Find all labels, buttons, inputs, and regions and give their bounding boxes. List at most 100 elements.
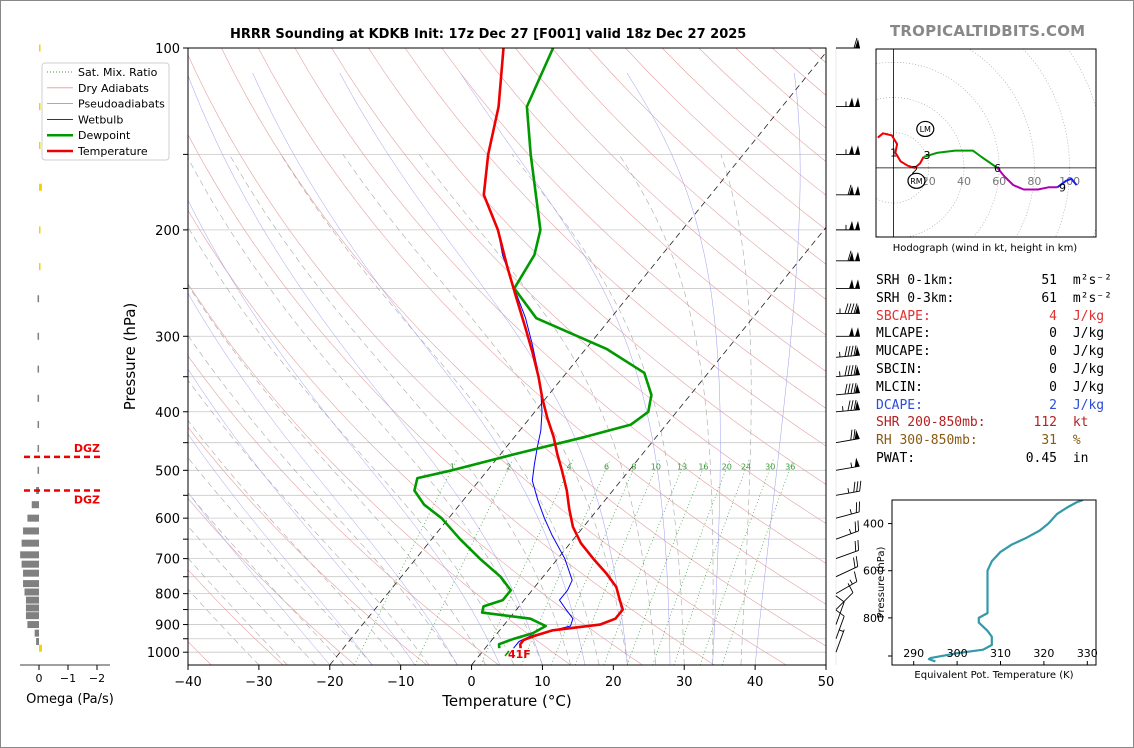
- wind-barb: [835, 616, 845, 639]
- surface-dewpoint-tick: [504, 650, 510, 657]
- brand-watermark: TROPICALTIDBITS.COM: [890, 22, 1086, 40]
- moist-guide: [252, 72, 586, 665]
- barb-flag: [855, 279, 860, 289]
- barb-flag: [855, 220, 860, 230]
- storm-motion-label: LM: [920, 125, 931, 134]
- barb-full: [847, 345, 851, 357]
- omega-bar: [21, 560, 39, 568]
- dry-adiabat: [294, 48, 826, 564]
- moist-guide: [626, 72, 721, 665]
- omega-bar: [27, 621, 39, 629]
- moist-guide: [188, 368, 416, 665]
- pseudoadiabat: [418, 154, 657, 665]
- stat-value: 0: [1049, 361, 1057, 377]
- hodo-ring-label: 80: [1027, 175, 1041, 188]
- stat-label: MLCAPE:: [876, 326, 931, 342]
- moist-guide: [754, 72, 801, 665]
- stat-unit: %: [1065, 433, 1081, 449]
- wind-barb: [835, 530, 859, 540]
- y-tick-label: 800: [155, 588, 180, 603]
- pseudoadiabat: [720, 154, 752, 665]
- barb-full: [853, 364, 857, 376]
- isotherm--20: [329, 51, 826, 665]
- moist-guide: [188, 199, 501, 665]
- omega-bar: [34, 629, 39, 637]
- barb-flag: [854, 365, 860, 376]
- hodo-ring-label: 60: [992, 175, 1006, 188]
- mixing-ratio-label: 24: [741, 462, 751, 471]
- y-tick-label: 600: [155, 512, 180, 527]
- y-tick-label: 200: [155, 224, 180, 239]
- dry-adiabat: [368, 48, 826, 485]
- omega-bar: [39, 183, 42, 191]
- hodo-segment: [923, 149, 998, 169]
- barb-full: [844, 303, 849, 314]
- dry-adiabat: [404, 48, 826, 447]
- barb-flag: [854, 429, 860, 440]
- x-tick-label: −30: [245, 675, 272, 690]
- barb-full: [853, 429, 856, 440]
- hodo-height-label: 1: [890, 147, 897, 160]
- stat-label: MLCIN:: [876, 379, 923, 395]
- mixing-ratio-label: 4: [567, 462, 572, 471]
- surface-temp-label: 41F: [508, 648, 531, 661]
- dry-adiabat: [188, 133, 715, 665]
- mixing-ratio-label: 6: [604, 462, 609, 471]
- pseudoadiabat: [511, 154, 685, 665]
- legend-label: Pseudoadiabats: [78, 98, 165, 111]
- barb-full: [850, 365, 854, 376]
- stat-row: SBCIN: 0 J/kg: [876, 361, 1112, 379]
- omega-bar: [24, 588, 39, 596]
- omega-bar: [21, 539, 39, 547]
- barb-full: [859, 480, 862, 492]
- omega-bar: [37, 332, 40, 340]
- hodo-ring-label: 20: [922, 175, 936, 188]
- stat-row: DCAPE: 2 J/kg: [876, 397, 1112, 415]
- stat-label: SRH 0-1km:: [876, 273, 955, 288]
- omega-bar: [25, 612, 39, 620]
- omega-bar: [37, 444, 40, 452]
- theta-e-x-label: Equivalent Pot. Temperature (K): [914, 670, 1073, 681]
- wind-barb: [835, 629, 845, 653]
- dry-adiabat: [188, 569, 284, 665]
- barb-full: [854, 540, 857, 552]
- theta-e-x-tick-label: 330: [1077, 647, 1098, 660]
- barb-full: [844, 365, 848, 377]
- wind-barb: [835, 581, 858, 595]
- moist-guide: [188, 292, 458, 665]
- dry-adiabat: [221, 48, 826, 647]
- x-tick-label: 40: [747, 675, 764, 690]
- mixing-ratio-label: 2: [506, 462, 511, 471]
- hodo-segment: [996, 167, 1058, 191]
- omega-bar: [37, 421, 40, 429]
- wind-barb: [835, 465, 860, 471]
- barb-flag: [855, 327, 860, 337]
- stat-value: 31: [1041, 433, 1057, 449]
- barb-half: [838, 629, 844, 632]
- omega-bar: [31, 501, 39, 509]
- hodograph-caption: Hodograph (wind in kt, height in km): [893, 243, 1078, 254]
- barb-full: [847, 383, 851, 394]
- y-tick-label: 900: [155, 619, 180, 634]
- stat-unit: m²s⁻²: [1065, 290, 1112, 306]
- legend: Sat. Mix. Ratio Dry Adiabats Pseudoadiabat…: [41, 62, 170, 161]
- barb-flag: [854, 346, 860, 356]
- barb-flag: [855, 97, 860, 107]
- omega-bar: [37, 466, 40, 474]
- pseudoadiabat: [188, 379, 430, 665]
- x-tick-label: 0: [467, 675, 475, 690]
- barb-flag: [849, 185, 854, 195]
- pseudoadiabat: [229, 154, 572, 665]
- stat-row: SBCAPE: 4 J/kg: [876, 308, 1112, 326]
- legend-label: Temperature: [77, 145, 148, 158]
- dry-adiabat: [188, 209, 643, 665]
- omega-bar: [39, 644, 42, 652]
- barb-full: [853, 345, 857, 356]
- barb-half: [849, 509, 852, 515]
- stat-value: 4: [1049, 308, 1057, 324]
- isotherm-0: [471, 226, 826, 665]
- omega-bar: [39, 103, 41, 111]
- pseudoadiabat: [188, 557, 288, 665]
- barb-half: [850, 462, 853, 468]
